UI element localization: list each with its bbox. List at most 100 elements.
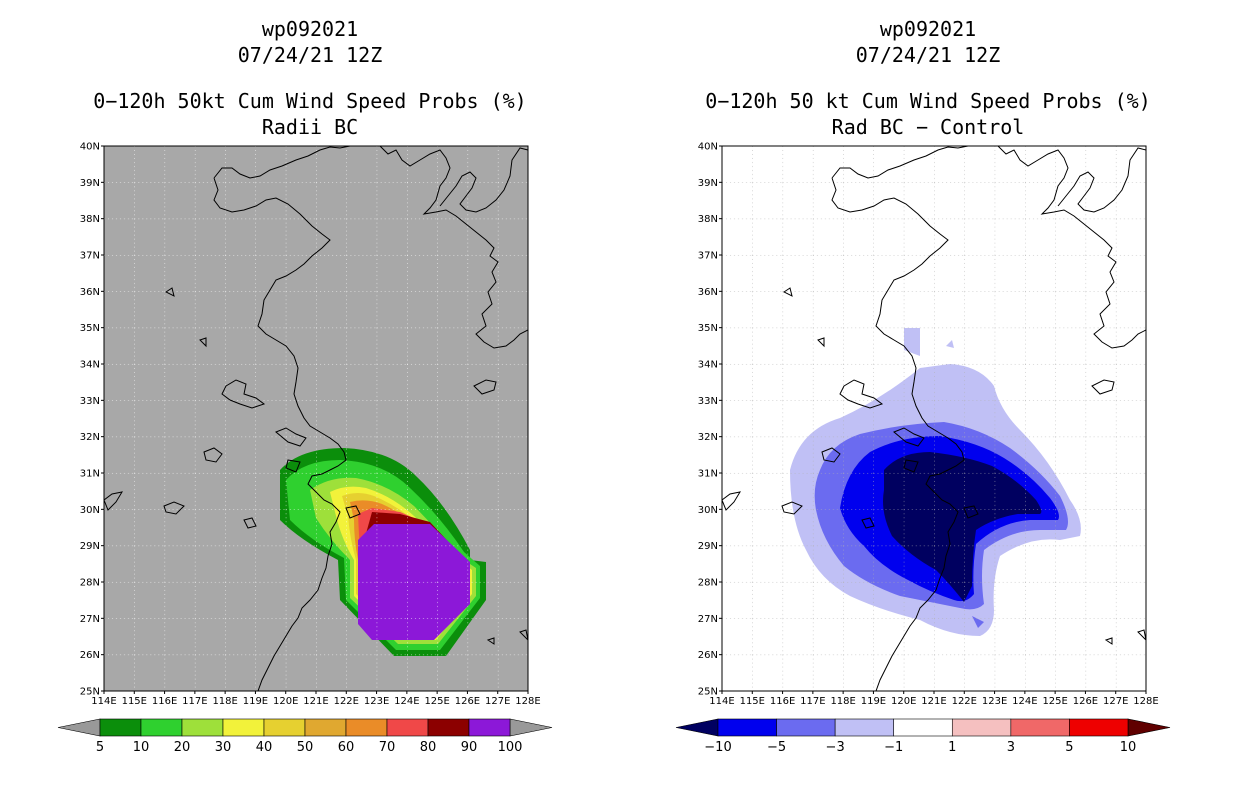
lon-label: 123E bbox=[982, 696, 1007, 707]
lat-label: 29N bbox=[80, 541, 100, 552]
colorbar-swatch bbox=[951, 718, 1012, 737]
lat-label: 26N bbox=[80, 650, 100, 661]
lon-label: 124E bbox=[1012, 696, 1037, 707]
left-colorbar: 5 10 20 30 40 50 60 70 80 90 100 bbox=[57, 718, 553, 755]
lat-label: 40N bbox=[698, 142, 718, 153]
colorbar-swatch bbox=[468, 718, 511, 737]
lat-label: 26N bbox=[698, 650, 718, 661]
lon-label: 118E bbox=[830, 696, 855, 707]
lat-label: 34N bbox=[698, 360, 718, 371]
colorbar-label: 60 bbox=[338, 740, 355, 755]
lat-label: 37N bbox=[698, 251, 718, 262]
left-probability-contours bbox=[104, 146, 528, 691]
lon-label: 117E bbox=[800, 696, 825, 707]
lat-label: 35N bbox=[698, 323, 718, 334]
colorbar-swatch bbox=[717, 718, 777, 737]
colorbar-swatch bbox=[893, 718, 953, 737]
colorbar-low-triangle bbox=[57, 718, 101, 737]
colorbar-swatch bbox=[386, 718, 429, 737]
colorbar-label: 90 bbox=[461, 740, 478, 755]
lon-label: 121E bbox=[921, 696, 946, 707]
lon-label: 126E bbox=[1073, 696, 1098, 707]
lon-label: 117E bbox=[182, 696, 207, 707]
lon-label: 114E bbox=[709, 696, 734, 707]
colorbar-label: 40 bbox=[256, 740, 273, 755]
lon-label: 115E bbox=[740, 696, 765, 707]
right-axis-labels: 40N 39N 38N 37N 36N 35N 34N 33N 32N 31N 30N 29N 28N 2… bbox=[698, 142, 1159, 708]
right-difference-contours bbox=[722, 146, 1146, 691]
lat-label: 34N bbox=[80, 360, 100, 371]
left-title: 0−120h 50kt Cum Wind Speed Probs (%) bbox=[93, 89, 527, 113]
colorbar-label: 5 bbox=[96, 740, 104, 755]
colorbar-swatch bbox=[776, 718, 836, 737]
lon-label: 121E bbox=[303, 696, 328, 707]
colorbar-swatch bbox=[263, 718, 306, 737]
colorbar-label: 1 bbox=[948, 740, 956, 755]
lon-label: 125E bbox=[424, 696, 449, 707]
colorbar-swatch bbox=[99, 718, 142, 737]
lat-label: 31N bbox=[698, 469, 718, 480]
colorbar-swatch bbox=[140, 718, 183, 737]
colorbar-swatch bbox=[345, 718, 388, 737]
lon-label: 127E bbox=[1103, 696, 1128, 707]
lon-label: 123E bbox=[364, 696, 389, 707]
right-title: 0−120h 50 kt Cum Wind Speed Probs (%) bbox=[705, 89, 1151, 113]
colorbar-label: 10 bbox=[133, 740, 150, 755]
right-datetime: 07/24/21 12Z bbox=[855, 43, 1001, 67]
lat-label: 39N bbox=[80, 178, 100, 189]
lon-label: 114E bbox=[91, 696, 116, 707]
colorbar-swatch bbox=[181, 718, 224, 737]
lon-label: 116E bbox=[152, 696, 177, 707]
colorbar-low-triangle bbox=[675, 718, 719, 737]
lon-label: 116E bbox=[770, 696, 795, 707]
right-colorbar: −10 −5 −3 −1 1 3 5 10 bbox=[675, 718, 1171, 755]
left-subtitle: Radii BC bbox=[261, 115, 359, 139]
lon-label: 126E bbox=[455, 696, 480, 707]
right-map: 40N 39N 38N 37N 36N 35N 34N 33N 32N 31N 30N 29N 28N 2… bbox=[698, 142, 1159, 708]
lon-label: 128E bbox=[1133, 696, 1158, 707]
right-title-block: wp092021 07/24/21 12Z 0−120h 50 kt Cum W… bbox=[678, 16, 1178, 140]
lat-label: 32N bbox=[80, 432, 100, 443]
lat-label: 25N bbox=[698, 687, 718, 698]
colorbar-swatch bbox=[304, 718, 347, 737]
left-title-block: wp092021 07/24/21 12Z 0−120h 50kt Cum Wi… bbox=[60, 16, 560, 140]
lon-label: 124E bbox=[394, 696, 419, 707]
lat-label: 35N bbox=[80, 323, 100, 334]
lon-label: 122E bbox=[952, 696, 977, 707]
lat-label: 38N bbox=[80, 214, 100, 225]
colorbar-label: 10 bbox=[1120, 740, 1137, 755]
colorbar-swatch bbox=[834, 718, 895, 737]
lat-label: 40N bbox=[80, 142, 100, 153]
lat-label: 36N bbox=[698, 287, 718, 298]
lon-label: 120E bbox=[891, 696, 916, 707]
colorbar-label: −10 bbox=[704, 740, 731, 755]
lat-label: 36N bbox=[80, 287, 100, 298]
colorbar-label: 80 bbox=[420, 740, 437, 755]
left-storm-id: wp092021 bbox=[261, 17, 359, 41]
lat-label: 39N bbox=[698, 178, 718, 189]
lon-label: 119E bbox=[243, 696, 268, 707]
lat-label: 31N bbox=[80, 469, 100, 480]
colorbar-label: −1 bbox=[884, 740, 903, 755]
colorbar-label: 30 bbox=[215, 740, 232, 755]
lat-label: 33N bbox=[80, 396, 100, 407]
colorbar-label: −3 bbox=[826, 740, 845, 755]
lat-label: 33N bbox=[698, 396, 718, 407]
colorbar-label: 50 bbox=[297, 740, 314, 755]
colorbar-label: 70 bbox=[379, 740, 396, 755]
lat-label: 27N bbox=[698, 614, 718, 625]
lat-label: 30N bbox=[80, 505, 100, 516]
colorbar-label: −5 bbox=[767, 740, 786, 755]
right-storm-id: wp092021 bbox=[879, 17, 977, 41]
colorbar-swatch bbox=[1069, 718, 1129, 737]
colorbar-swatch bbox=[222, 718, 265, 737]
lat-label: 37N bbox=[80, 251, 100, 262]
lon-label: 128E bbox=[515, 696, 540, 707]
colorbar-swatch bbox=[1010, 718, 1070, 737]
colorbar-swatch bbox=[427, 718, 470, 737]
colorbar-label: 5 bbox=[1065, 740, 1073, 755]
lon-label: 119E bbox=[861, 696, 886, 707]
lon-label: 120E bbox=[273, 696, 298, 707]
colorbar-high-triangle bbox=[1127, 718, 1171, 737]
